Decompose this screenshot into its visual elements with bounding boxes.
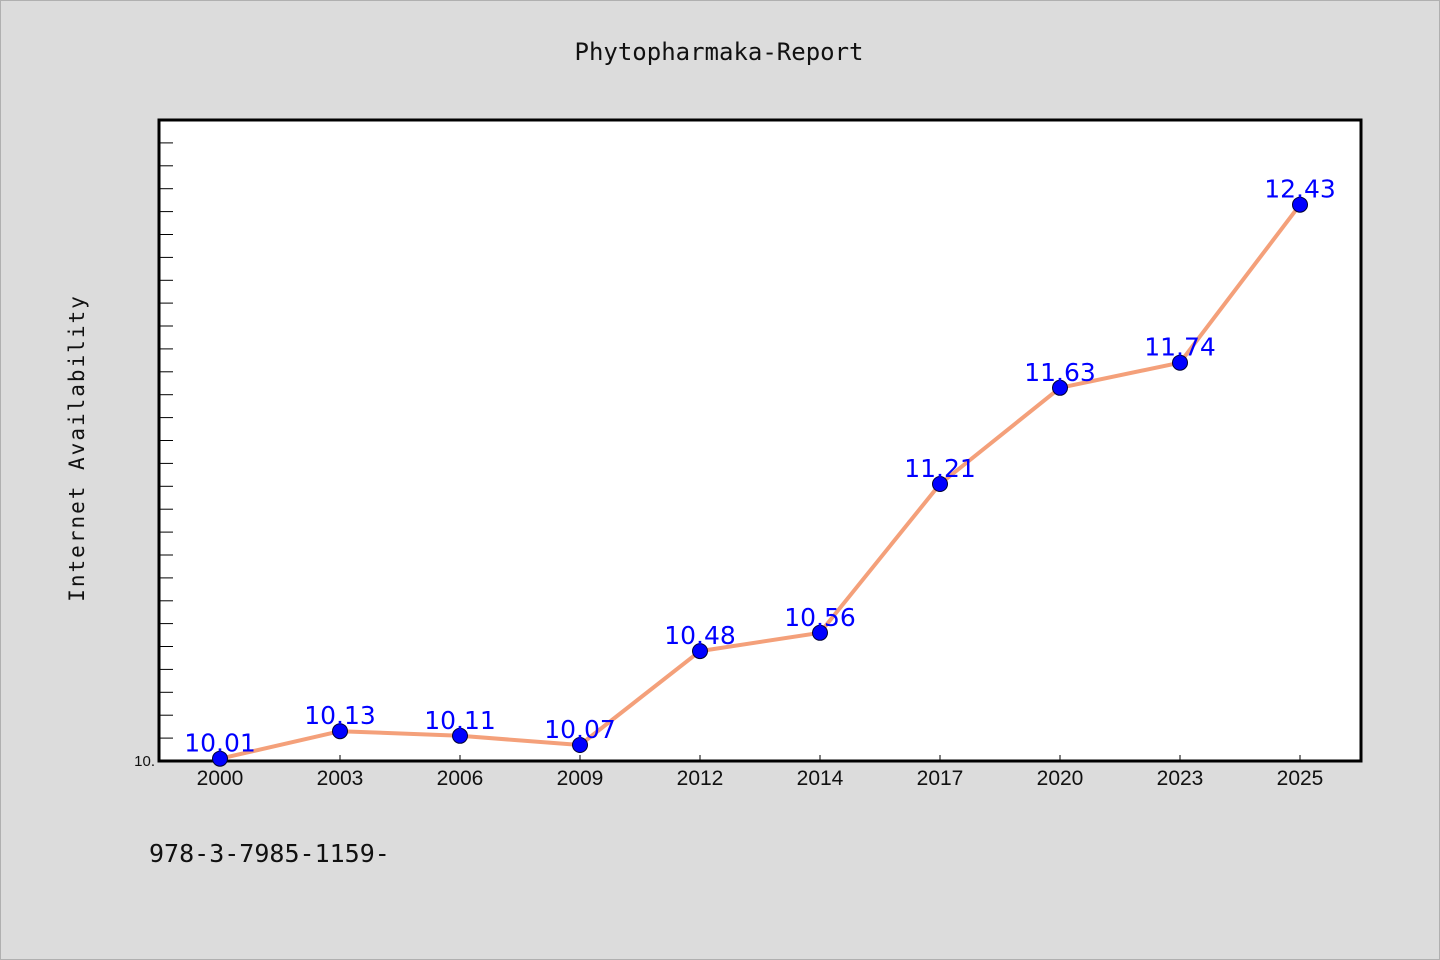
x-tick-label: 2012 bbox=[677, 767, 724, 790]
data-label: 10.01 bbox=[184, 729, 256, 758]
chart-title: Phytopharmaka-Report bbox=[575, 38, 864, 66]
data-point bbox=[812, 624, 828, 641]
y-tick-label: 10. bbox=[134, 753, 155, 770]
data-label: 11.21 bbox=[904, 454, 976, 483]
data-point bbox=[1292, 196, 1308, 213]
data-labels: 10.01 10.13 10.11 10.07 10.48 10.56 11.21 11.63… bbox=[184, 175, 1336, 758]
footnote: 978-3-7985-1159- bbox=[149, 839, 390, 868]
data-label: 10.11 bbox=[424, 706, 496, 735]
data-point bbox=[212, 750, 228, 767]
x-tick-label: 2025 bbox=[1277, 767, 1324, 790]
x-tick-label: 2006 bbox=[437, 767, 484, 790]
x-tick-label: 2009 bbox=[557, 767, 604, 790]
data-point bbox=[1172, 354, 1188, 371]
series-line-group bbox=[218, 202, 1302, 761]
x-tick-label: 2014 bbox=[797, 767, 844, 790]
data-markers bbox=[212, 196, 1308, 767]
x-tick-label: 2023 bbox=[1157, 767, 1204, 790]
y-axis-label: Internet Availability bbox=[65, 294, 89, 602]
data-label: 12.43 bbox=[1264, 175, 1336, 204]
x-tick-label: 2017 bbox=[917, 767, 964, 790]
data-label: 11.74 bbox=[1144, 333, 1216, 362]
x-tick-label: 2003 bbox=[317, 767, 364, 790]
data-label: 10.48 bbox=[664, 621, 736, 650]
x-tick-label: 2020 bbox=[1037, 767, 1084, 790]
series-line bbox=[218, 202, 1302, 761]
x-axis-ticks: 2000 2003 2006 2009 2012 2014 2017 2020 2023 2025 bbox=[197, 755, 1324, 790]
data-point bbox=[572, 737, 588, 753]
plot-area bbox=[157, 118, 1363, 763]
data-point bbox=[452, 727, 468, 744]
data-label: 11.63 bbox=[1024, 358, 1096, 387]
y-axis-ticks: 10. bbox=[134, 142, 173, 770]
data-point bbox=[932, 476, 948, 492]
x-tick-label: 2000 bbox=[197, 767, 244, 790]
data-point bbox=[692, 643, 708, 660]
data-label: 10.07 bbox=[544, 715, 616, 744]
data-label: 10.13 bbox=[304, 701, 376, 730]
data-point bbox=[332, 723, 348, 740]
data-label: 10.56 bbox=[784, 603, 856, 632]
data-point bbox=[1052, 379, 1068, 396]
